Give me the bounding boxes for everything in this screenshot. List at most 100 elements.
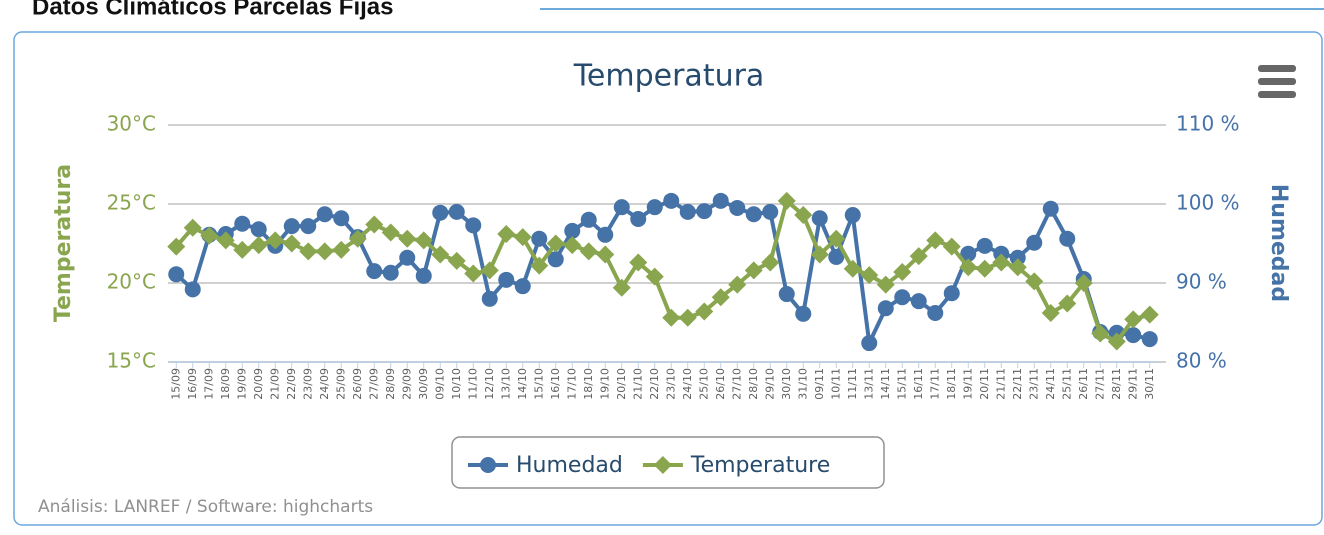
x-tick-label: 12/10	[483, 368, 496, 400]
x-tick-label: 29/11	[1126, 368, 1139, 400]
data-point	[762, 203, 779, 220]
menu-bar[interactable]	[1258, 91, 1296, 98]
data-point	[299, 242, 318, 261]
data-point	[332, 240, 351, 259]
x-tick-label: 09/11	[813, 368, 826, 400]
x-tick-label: 16/11	[912, 368, 925, 400]
data-point	[810, 245, 829, 264]
data-point	[744, 261, 763, 280]
x-tick-label: 16/09	[186, 368, 199, 400]
x-tick-label: 23/09	[301, 368, 314, 400]
data-point	[828, 248, 845, 265]
x-tick-label: 26/09	[351, 368, 364, 400]
x-tick-label: 20/10	[615, 368, 628, 400]
data-point	[893, 262, 912, 281]
data-point	[498, 271, 515, 288]
data-point	[431, 245, 450, 264]
data-point	[167, 237, 186, 256]
data-point	[497, 225, 516, 244]
data-point	[795, 305, 812, 322]
data-point	[1042, 200, 1059, 217]
x-tick-label: 28/09	[384, 368, 397, 400]
legend-item[interactable]: Temperature	[690, 453, 830, 478]
series-line	[174, 198, 1151, 344]
x-tick-label: 29/10	[763, 368, 776, 400]
x-tick-label: 30/09	[417, 368, 430, 400]
x-tick-label: 17/10	[565, 368, 578, 400]
x-tick-label: 27/09	[367, 368, 380, 400]
x-tick-label: 10/10	[450, 368, 463, 400]
data-point	[1008, 258, 1027, 277]
y-axis-title: Temperatura	[51, 164, 76, 322]
data-point	[728, 275, 747, 294]
x-tick-label: 25/11	[1060, 368, 1073, 400]
data-point	[1058, 294, 1077, 313]
data-point	[398, 229, 417, 248]
y-tick-label: 30°C	[107, 112, 156, 136]
x-tick-label: 15/11	[895, 368, 908, 400]
data-point	[761, 253, 780, 272]
x-tick-label: 24/10	[681, 368, 694, 400]
data-point	[233, 240, 252, 259]
x-tick-label: 24/11	[1044, 368, 1057, 400]
data-point	[976, 237, 993, 254]
data-point	[960, 245, 977, 262]
y2-tick-label: 80 %	[1176, 349, 1227, 373]
data-point	[514, 278, 531, 295]
x-tick-label: 31/10	[796, 368, 809, 400]
data-point	[909, 247, 928, 266]
data-point	[1091, 324, 1110, 343]
data-point	[975, 259, 994, 278]
y2-tick-label: 100 %	[1176, 191, 1240, 215]
data-point	[1074, 274, 1093, 292]
data-point	[333, 210, 350, 227]
data-point	[663, 192, 680, 209]
menu-bar[interactable]	[1258, 65, 1296, 72]
data-point	[183, 218, 202, 237]
menu-button[interactable]	[1258, 65, 1296, 98]
data-point	[530, 256, 549, 275]
x-tick-label: 15/09	[169, 368, 182, 400]
y2-axis-title: Humedad	[1266, 184, 1291, 302]
y-tick-label: 15°C	[107, 349, 156, 373]
legend-symbol[interactable]	[653, 456, 672, 474]
data-point	[464, 264, 483, 283]
data-point	[513, 228, 532, 247]
data-point	[564, 222, 581, 239]
data-point	[959, 258, 978, 277]
data-point	[315, 242, 334, 261]
x-tick-label: 24/09	[318, 368, 331, 400]
x-tick-label: 11/10	[466, 368, 479, 400]
data-point	[827, 229, 846, 248]
data-point	[381, 223, 400, 242]
data-point	[777, 191, 796, 210]
data-point	[447, 251, 466, 270]
x-tick-label: 20/11	[978, 368, 991, 400]
x-tick-label: 17/09	[202, 368, 215, 400]
x-tick-label: 30/10	[780, 368, 793, 400]
data-point	[184, 281, 201, 298]
x-tick-label: 19/10	[598, 368, 611, 400]
data-point	[645, 267, 664, 286]
data-point	[481, 290, 498, 307]
legend-symbol[interactable]	[480, 457, 496, 473]
x-tick-label: 27/11	[1093, 368, 1106, 400]
data-point	[927, 305, 944, 322]
x-tick-label: 14/10	[516, 368, 529, 400]
data-point	[1140, 305, 1159, 324]
x-tick-label: 28/10	[747, 368, 760, 400]
menu-bar[interactable]	[1258, 78, 1296, 85]
data-point	[382, 264, 399, 281]
data-point	[234, 215, 251, 232]
x-tick-label: 18/10	[582, 368, 595, 400]
x-tick-label: 29/09	[400, 368, 413, 400]
data-point	[168, 266, 185, 283]
data-point	[597, 226, 614, 243]
data-point	[1107, 332, 1126, 351]
data-point	[1009, 249, 1026, 266]
x-tick-label: 13/10	[499, 368, 512, 400]
y-tick-label: 25°C	[107, 191, 156, 215]
legend-item[interactable]: Humedad	[516, 453, 623, 478]
data-point	[300, 218, 317, 235]
